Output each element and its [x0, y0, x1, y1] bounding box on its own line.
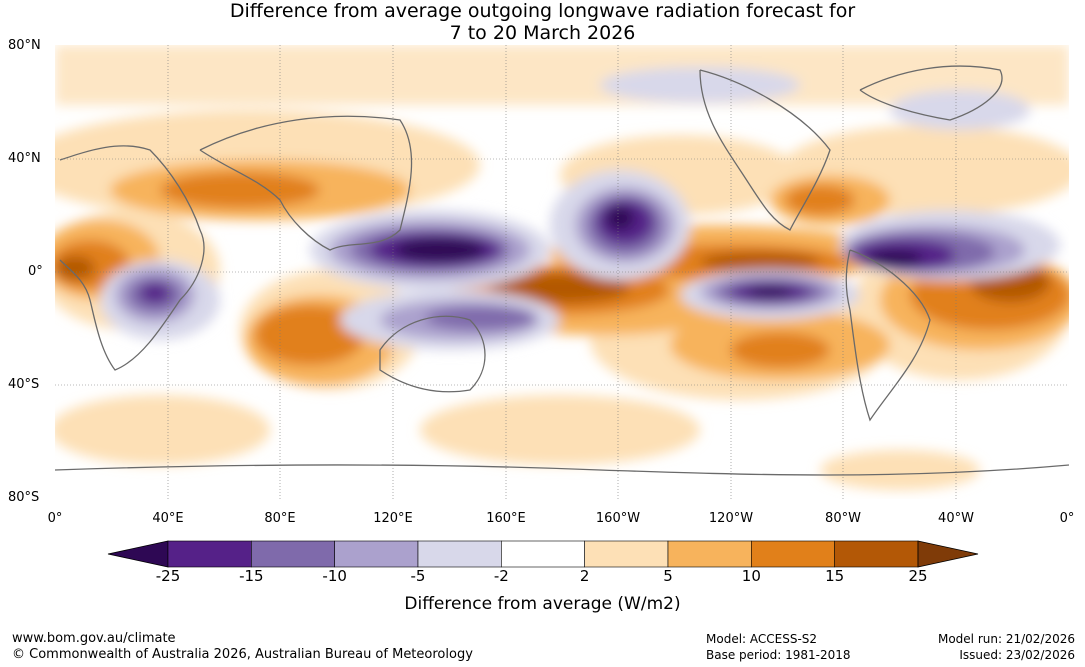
footer-website: www.bom.gov.au/climate — [12, 631, 176, 646]
footer-copyright: © Commonwealth of Australia 2026, Austra… — [12, 647, 473, 662]
lon-label-40w: 40°W — [938, 511, 974, 526]
colorbar-tick-label: 25 — [908, 567, 928, 585]
colorbar-over-arrow — [917, 540, 979, 568]
colorbar-tick-label: -25 — [155, 567, 181, 585]
colorbar-tick-label: -15 — [239, 567, 264, 585]
colorbar-tick-label: 10 — [741, 567, 761, 585]
lat-label-80n: 80°N — [8, 38, 41, 53]
footer-base-period: Base period: 1981-2018 — [706, 648, 851, 662]
colorbar-tick-label: -2 — [493, 567, 509, 585]
colorbar-tick-label: 2 — [579, 567, 590, 585]
colorbar-tick-label: 15 — [825, 567, 845, 585]
colorbar — [107, 540, 979, 568]
colorbar-swatch — [251, 540, 335, 568]
colorbar-swatch — [667, 540, 752, 568]
lon-label-0: 0° — [47, 511, 63, 526]
colorbar-swatch — [417, 540, 502, 568]
colorbar-swatch — [834, 540, 919, 568]
chart-title-line-2: 7 to 20 March 2026 — [449, 22, 636, 44]
colorbar-swatch — [501, 540, 585, 568]
footer-model: Model: ACCESS-S2 — [706, 632, 818, 646]
colorbar-tick-label: 5 — [663, 567, 673, 585]
graticule — [55, 45, 1069, 499]
lat-label-40s: 40°S — [8, 377, 40, 392]
olr-anomaly-map — [55, 45, 1069, 499]
lon-label-120w: 120°W — [708, 511, 754, 526]
colorbar-title: Difference from average (W/m2) — [404, 594, 681, 614]
lon-label-80w: 80°W — [825, 511, 861, 526]
colorbar-under-arrow — [107, 540, 169, 568]
lon-label-0-east: 0° — [1059, 511, 1075, 526]
lat-label-40n: 40°N — [8, 151, 41, 166]
lat-label-equator: 0° — [28, 264, 43, 279]
colorbar-swatch — [584, 540, 669, 568]
lon-label-80e: 80°E — [264, 511, 296, 526]
chart-title-line-1: Difference from average outgoing longwav… — [229, 0, 856, 22]
colorbar-swatch — [334, 540, 419, 568]
coastlines — [55, 65, 1069, 476]
lat-label-80s: 80°S — [8, 490, 40, 505]
colorbar-swatch — [751, 540, 835, 568]
lon-label-160e: 160°E — [486, 511, 526, 526]
colorbar-swatch — [167, 540, 252, 568]
lon-label-160w: 160°W — [595, 511, 641, 526]
footer-issued: Issued: 23/02/2026 — [959, 648, 1075, 662]
footer-model-run: Model run: 21/02/2026 — [937, 632, 1075, 646]
lon-label-120e: 120°E — [373, 511, 413, 526]
colorbar-tick-label: -10 — [322, 567, 347, 585]
lon-label-40e: 40°E — [152, 511, 184, 526]
colorbar-tick-label: -5 — [410, 567, 426, 585]
